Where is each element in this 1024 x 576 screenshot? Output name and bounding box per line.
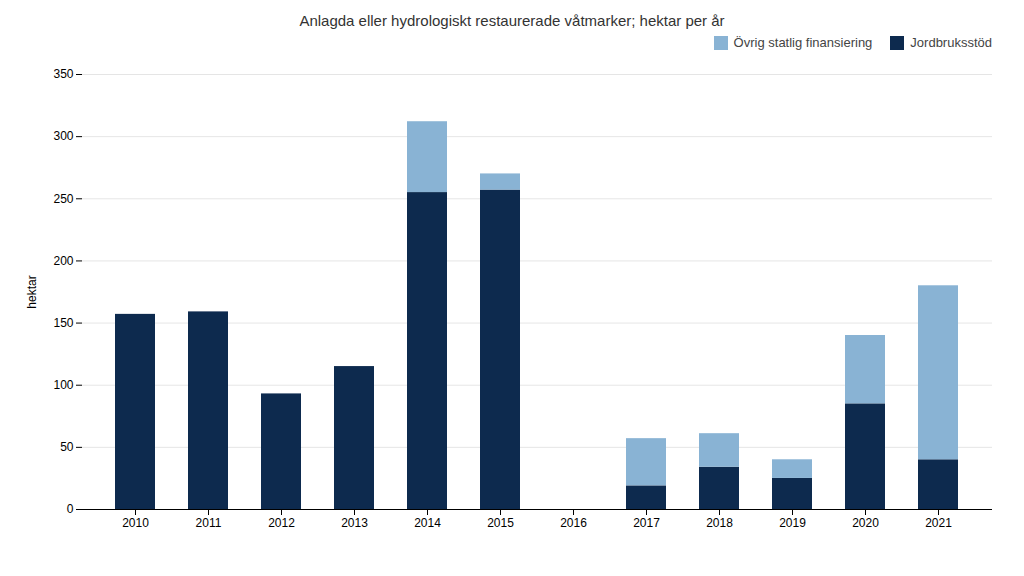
svg-text:2021: 2021 (925, 516, 952, 530)
html-text:Anlagda eller hydrologiskt res: Anlagda eller hydrologiskt restaurerade … (299, 12, 725, 29)
svg-text:100: 100 (53, 378, 73, 392)
html-text:Jordbruksstöd: Jordbruksstöd (910, 35, 992, 50)
svg-text:2018: 2018 (706, 516, 733, 530)
svg-text:2010: 2010 (122, 516, 149, 530)
svg-text:2019: 2019 (779, 516, 806, 530)
html-text:Övrig statlig finansiering: Övrig statlig finansiering (733, 35, 873, 50)
svg-text:150: 150 (53, 316, 73, 330)
svg-text:250: 250 (53, 192, 73, 206)
svg-text:50: 50 (60, 440, 74, 454)
svg-text:2016: 2016 (560, 516, 587, 530)
svg-text:0: 0 (67, 502, 74, 516)
svg-text:2015: 2015 (487, 516, 514, 530)
svg-text:2014: 2014 (414, 516, 441, 530)
svg-text:hektar: hektar (25, 275, 39, 308)
svg-text:2020: 2020 (852, 516, 879, 530)
svg-text:200: 200 (53, 254, 73, 268)
svg-text:2013: 2013 (341, 516, 368, 530)
svg-text:2017: 2017 (633, 516, 660, 530)
svg-text:300: 300 (53, 129, 73, 143)
svg-text:2012: 2012 (268, 516, 295, 530)
svg-text:2011: 2011 (196, 516, 222, 530)
svg-text:350: 350 (53, 67, 73, 81)
